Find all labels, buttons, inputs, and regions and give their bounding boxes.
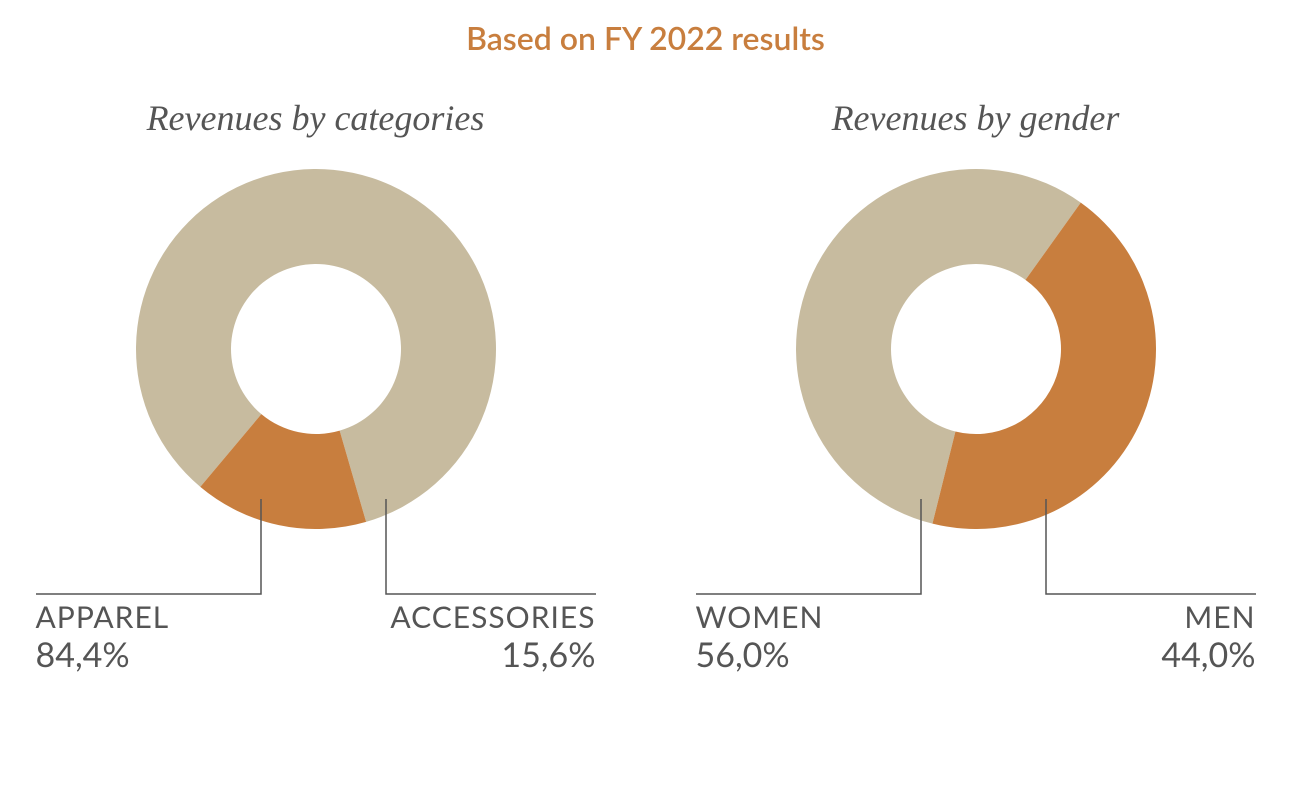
- label-apparel: APPAREL 84,4%: [36, 599, 170, 676]
- charts-row: Revenues by categories APPAREL 84,4% ACC…: [0, 97, 1291, 689]
- labels-gender: WOMEN 56,0% MEN 44,0%: [696, 519, 1256, 689]
- label-apparel-value: 84,4%: [36, 635, 170, 676]
- donut-gender: [796, 169, 1156, 529]
- label-men-value: 44,0%: [1161, 635, 1255, 676]
- label-accessories-name: ACCESSORIES: [390, 599, 595, 635]
- label-women-value: 56,0%: [696, 635, 824, 676]
- donut-svg-gender: [796, 169, 1156, 529]
- chart-categories: Revenues by categories APPAREL 84,4% ACC…: [36, 97, 596, 689]
- chart-title-categories: Revenues by categories: [147, 97, 485, 139]
- label-accessories-value: 15,6%: [390, 635, 595, 676]
- label-women-name: WOMEN: [696, 599, 824, 635]
- labels-categories: APPAREL 84,4% ACCESSORIES 15,6%: [36, 519, 596, 689]
- label-women: WOMEN 56,0%: [696, 599, 824, 676]
- donut-categories: [136, 169, 496, 529]
- chart-title-gender: Revenues by gender: [832, 97, 1120, 139]
- page-title: Based on FY 2022 results: [0, 0, 1291, 57]
- label-men-name: MEN: [1161, 599, 1255, 635]
- label-apparel-name: APPAREL: [36, 599, 170, 635]
- label-accessories: ACCESSORIES 15,6%: [390, 599, 595, 676]
- chart-gender: Revenues by gender WOMEN 56,0% MEN 44,0%: [696, 97, 1256, 689]
- donut-svg-categories: [136, 169, 496, 529]
- label-men: MEN 44,0%: [1161, 599, 1255, 676]
